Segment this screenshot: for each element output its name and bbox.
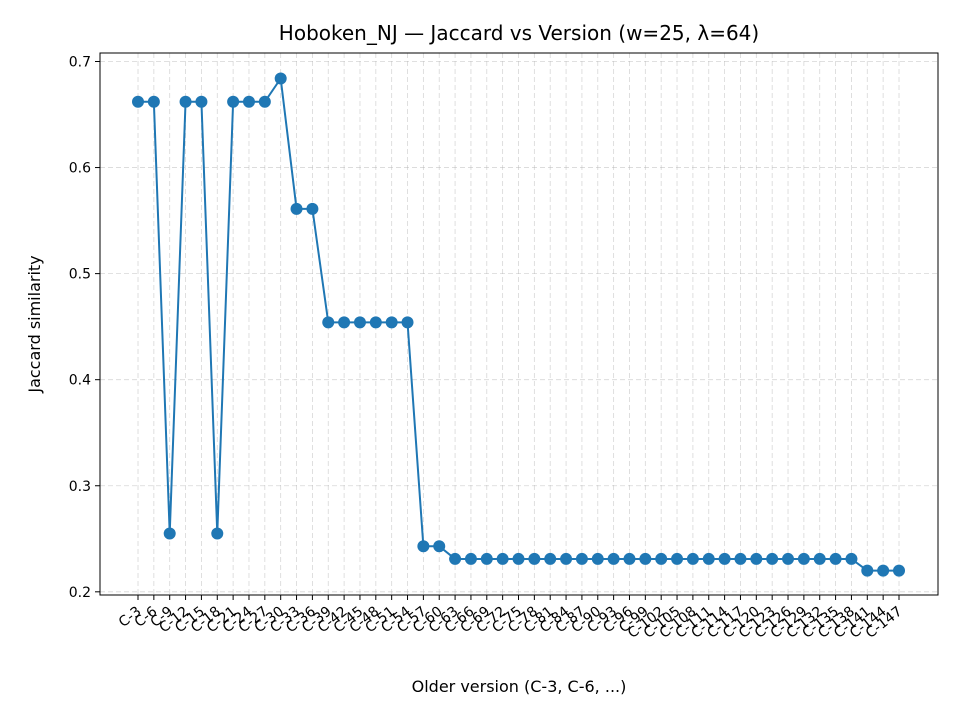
y-tick-label: 0.3 — [69, 479, 91, 495]
chart-title: Hoboken_NJ — Jaccard vs Version (w=25, λ… — [279, 21, 759, 45]
data-point — [480, 552, 493, 565]
data-point — [623, 552, 636, 565]
grid — [100, 53, 938, 595]
data-point — [766, 552, 779, 565]
series-jaccard — [132, 72, 905, 577]
data-point — [401, 316, 414, 329]
data-point — [464, 552, 477, 565]
y-axis-label: Jaccard similarity — [25, 255, 44, 393]
data-point — [544, 552, 557, 565]
data-point — [227, 95, 240, 108]
data-point — [306, 202, 319, 215]
y-tick-label: 0.5 — [69, 267, 91, 283]
data-point — [861, 564, 874, 577]
data-point — [528, 552, 541, 565]
data-point — [893, 564, 905, 577]
data-point — [211, 527, 224, 540]
data-point — [686, 552, 699, 565]
data-point — [797, 552, 810, 565]
data-point — [417, 540, 430, 553]
data-point — [322, 316, 335, 329]
data-point — [449, 552, 462, 565]
data-point — [242, 95, 255, 108]
data-point — [163, 527, 176, 540]
data-point — [132, 95, 144, 108]
data-point — [782, 552, 795, 565]
data-point — [369, 316, 382, 329]
x-axis-label: Older version (C-3, C-6, ...) — [412, 677, 627, 696]
data-point — [718, 552, 731, 565]
y-tick-label: 0.2 — [69, 585, 91, 601]
data-point — [607, 552, 620, 565]
data-point — [877, 564, 890, 577]
data-point — [512, 552, 525, 565]
data-point — [353, 316, 366, 329]
data-point — [591, 552, 604, 565]
data-point — [274, 72, 287, 85]
data-point — [734, 552, 747, 565]
data-point — [496, 552, 509, 565]
data-point — [813, 552, 826, 565]
data-point — [195, 95, 208, 108]
data-point — [433, 540, 446, 553]
data-point — [671, 552, 684, 565]
data-point — [560, 552, 573, 565]
data-point — [829, 552, 842, 565]
y-tick-label: 0.7 — [69, 54, 91, 70]
data-point — [338, 316, 351, 329]
y-tick-label: 0.4 — [69, 373, 91, 389]
data-point — [702, 552, 715, 565]
data-point — [258, 95, 271, 108]
data-point — [750, 552, 763, 565]
data-point — [845, 552, 858, 565]
data-point — [639, 552, 652, 565]
data-point — [290, 202, 303, 215]
data-point — [385, 316, 398, 329]
axes — [95, 52, 939, 600]
data-point — [655, 552, 668, 565]
data-point — [179, 95, 192, 108]
data-point — [147, 95, 160, 108]
y-tick-label: 0.6 — [69, 161, 91, 177]
data-point — [575, 552, 588, 565]
